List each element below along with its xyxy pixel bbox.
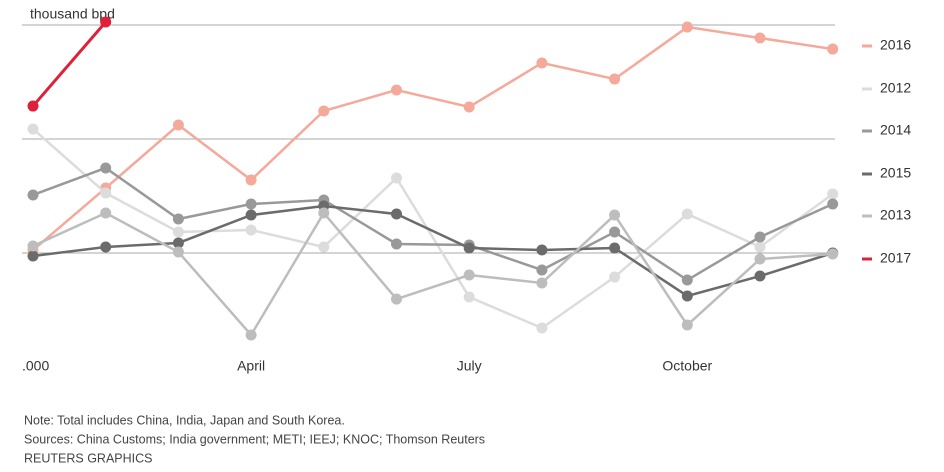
point <box>391 208 402 220</box>
point <box>827 43 839 55</box>
sources: Sources: China Customs; India government… <box>24 432 485 446</box>
point <box>100 241 112 253</box>
point <box>827 188 839 200</box>
point <box>391 172 402 184</box>
point <box>536 244 548 256</box>
y-axis-label: thousand bpd <box>30 6 115 22</box>
point <box>245 209 257 221</box>
series-line <box>32 210 833 338</box>
legend-label: 2013 <box>880 207 911 223</box>
point <box>681 274 693 286</box>
point <box>827 248 839 260</box>
point <box>681 208 693 220</box>
point <box>754 231 766 243</box>
point <box>754 241 766 253</box>
point <box>318 105 330 117</box>
point <box>172 213 184 225</box>
point <box>536 264 548 276</box>
point <box>609 271 621 283</box>
series-line <box>31 21 107 108</box>
series-line <box>32 25 833 251</box>
point <box>245 198 257 210</box>
point <box>754 270 766 282</box>
legend-label: 2014 <box>880 122 911 138</box>
series-line <box>32 166 834 282</box>
x-tick-label: July <box>457 358 482 374</box>
point <box>172 119 184 131</box>
legend-label: 2017 <box>880 250 911 266</box>
point <box>27 189 39 201</box>
x-tick-label: October <box>662 358 712 374</box>
point <box>536 322 548 334</box>
series-line <box>32 204 834 298</box>
point <box>100 207 112 219</box>
point <box>463 101 475 113</box>
legend-label: 2016 <box>880 37 911 53</box>
point <box>100 187 112 199</box>
point <box>681 290 693 302</box>
point <box>172 237 184 249</box>
point <box>754 253 766 265</box>
point <box>681 319 693 331</box>
point <box>609 226 621 238</box>
point <box>318 207 330 219</box>
y-tick-label: .000 <box>22 358 49 374</box>
point <box>536 277 548 289</box>
point <box>391 293 402 305</box>
note: Note: Total includes China, India, Japan… <box>24 413 345 427</box>
point <box>391 84 402 96</box>
point <box>27 240 39 252</box>
point <box>463 291 475 303</box>
point <box>536 57 548 69</box>
point <box>609 73 621 85</box>
point <box>100 162 112 174</box>
point <box>609 242 621 254</box>
legend-label: 2015 <box>880 165 911 181</box>
point <box>754 32 766 44</box>
point <box>463 269 475 281</box>
point <box>391 238 402 250</box>
point <box>27 100 39 112</box>
point <box>172 246 184 258</box>
point <box>245 329 257 341</box>
point <box>681 21 693 33</box>
point <box>609 209 621 221</box>
point <box>827 198 839 210</box>
point <box>318 241 330 253</box>
point <box>245 224 257 236</box>
series-line <box>32 128 834 330</box>
point <box>27 123 39 135</box>
legend-label: 2012 <box>880 80 911 96</box>
point <box>172 226 184 238</box>
point <box>100 16 112 28</box>
credit: REUTERS GRAPHICS <box>24 451 153 465</box>
x-tick-label: April <box>237 358 265 374</box>
point <box>463 242 475 254</box>
point <box>27 250 39 262</box>
point <box>245 174 257 186</box>
